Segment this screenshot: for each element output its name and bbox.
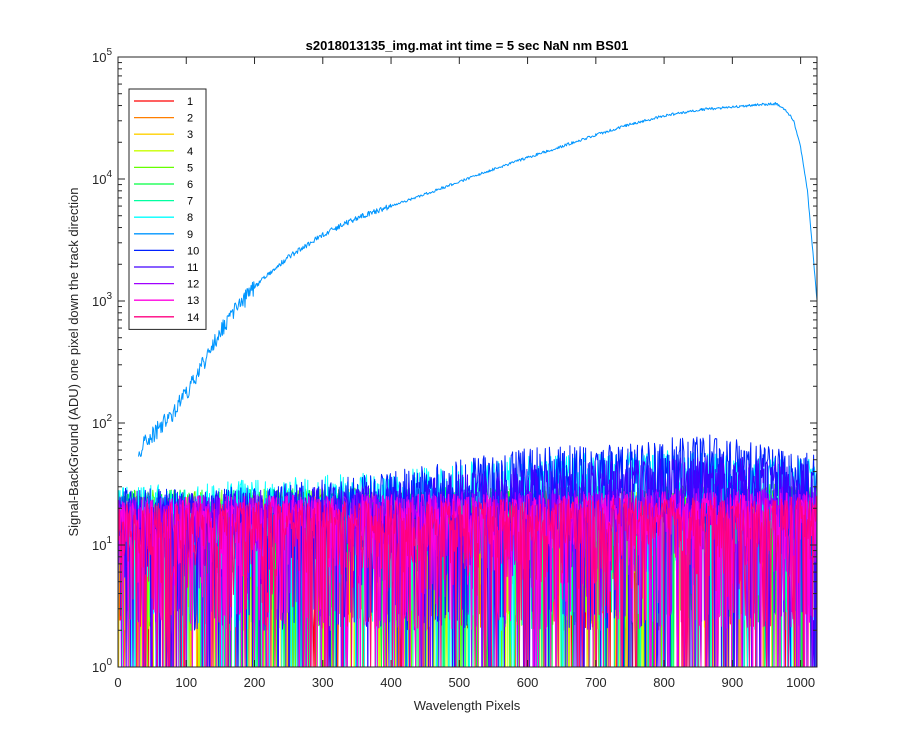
x-tick-label: 200 <box>244 675 266 690</box>
x-tick-label: 400 <box>380 675 402 690</box>
x-tick-label: 0 <box>114 675 121 690</box>
legend-label-8: 8 <box>187 212 193 224</box>
y-tick-label: 102 <box>92 413 112 431</box>
x-tick-label: 100 <box>175 675 197 690</box>
y-tick-label: 101 <box>92 535 112 553</box>
legend-label-12: 12 <box>187 279 199 291</box>
legend-label-7: 7 <box>187 196 193 208</box>
legend-label-3: 3 <box>187 129 193 141</box>
x-tick-label: 700 <box>585 675 607 690</box>
series-line-14 <box>118 496 817 667</box>
legend-label-2: 2 <box>187 113 193 125</box>
plot-frame <box>117 56 818 668</box>
series-layer <box>118 102 817 667</box>
legend-label-1: 1 <box>187 96 193 108</box>
legend-label-10: 10 <box>187 245 199 257</box>
y-tick-label: 103 <box>92 291 112 309</box>
x-tick-label: 600 <box>517 675 539 690</box>
y-tick-label: 105 <box>92 47 112 65</box>
legend-label-13: 13 <box>187 295 199 307</box>
legend-label-4: 4 <box>187 146 193 158</box>
legend-box <box>128 88 207 330</box>
x-tick-label: 300 <box>312 675 334 690</box>
x-tick-label: 800 <box>653 675 675 690</box>
legend-label-6: 6 <box>187 179 193 191</box>
legend-label-9: 9 <box>187 229 193 241</box>
series-line-9 <box>138 102 817 457</box>
x-tick-label: 900 <box>722 675 744 690</box>
legend-label-5: 5 <box>187 162 193 174</box>
y-axis-title: Signal-BackGround (ADU) one pixel down t… <box>66 187 81 536</box>
y-tick-label: 104 <box>92 169 112 187</box>
legend-label-11: 11 <box>187 262 198 274</box>
legend-label-14: 14 <box>187 312 199 324</box>
x-axis-title: Wavelength Pixels <box>414 698 521 713</box>
y-tick-label: 100 <box>92 657 112 675</box>
x-tick-label: 500 <box>448 675 470 690</box>
series-line-13 <box>118 491 817 667</box>
chart-title: s2018013135_img.mat int time = 5 sec NaN… <box>306 38 629 53</box>
ticks-layer: 0 100 200 300 400 500 600 700 800 900 100010010110… <box>92 47 817 690</box>
x-tick-label: 1000 <box>786 675 815 690</box>
